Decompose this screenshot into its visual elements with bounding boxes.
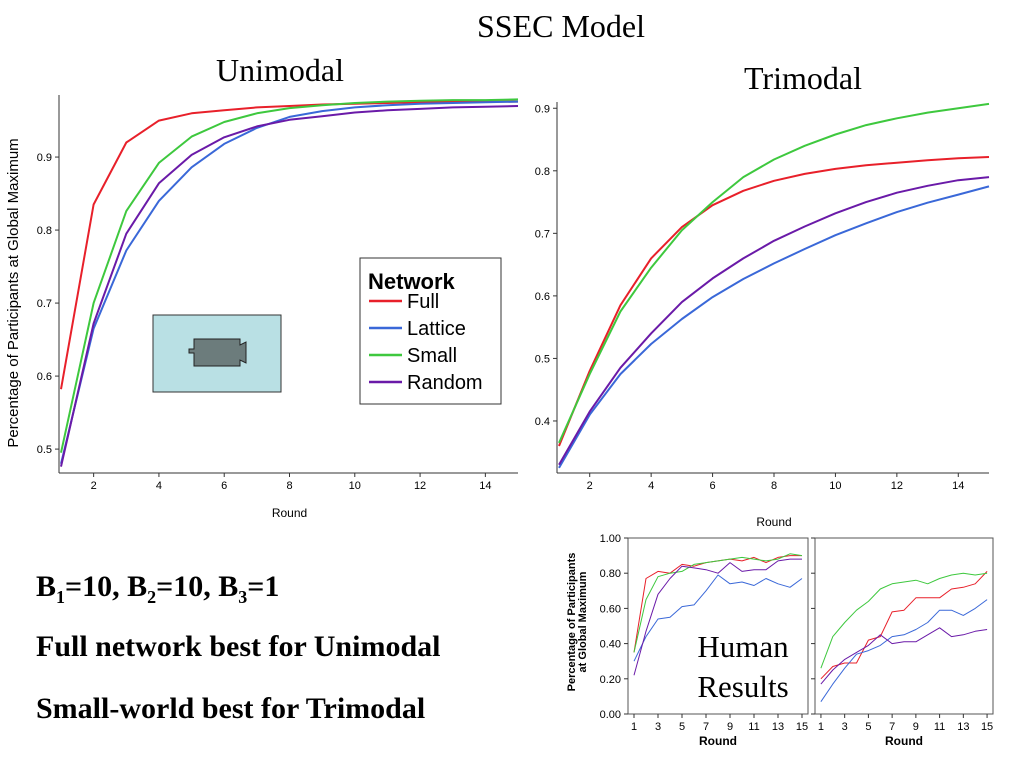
x-tick-label: 7 — [889, 721, 895, 733]
y-tick-label: 0.60 — [600, 603, 621, 615]
series-line-lattice — [558, 185, 990, 469]
y-tick-label: 0.20 — [600, 674, 621, 686]
x-tick-label: 13 — [772, 721, 784, 733]
trimodal-chart: 2 4 6 8 10 12 14 0.4 0.5 0.6 0.7 0.8 0.9 Round — [535, 102, 990, 529]
x-tick-label: 4 — [648, 480, 654, 492]
legend-label-random: Random — [407, 372, 483, 394]
x-tick-label: 7 — [703, 721, 709, 733]
human-unimodal-chart: 1 3 5 7 9 11 13 150.000.200.400.600.801.00Round… — [566, 533, 809, 748]
series-line-small — [558, 102, 990, 444]
plot-frame — [627, 537, 809, 715]
y-tick-label: 0.5 — [535, 353, 550, 365]
series-line-lattice — [60, 100, 519, 464]
y-tick-label: 0.8 — [535, 166, 550, 178]
y-axis-label: at Global Maximum — [577, 571, 589, 672]
series-line-random — [558, 176, 990, 466]
legend-title: Network — [368, 269, 456, 294]
legend-label-small: Small — [407, 345, 457, 367]
x-tick-label: 11 — [748, 721, 759, 733]
series-line-full — [558, 156, 990, 447]
x-tick-label: 4 — [156, 480, 162, 492]
x-tick-label: 13 — [957, 721, 969, 733]
video-placeholder[interactable] — [152, 314, 282, 393]
unimodal-chart: 2 4 6 8 10 12 14 0.5 0.6 0.7 0.8 0.9 Round Percentage… — [5, 95, 519, 520]
human-results-label: Human Results — [697, 629, 789, 704]
y-tick-label: 0.00 — [600, 709, 621, 721]
x-axis-label: Round — [885, 734, 923, 748]
x-tick-label: 8 — [771, 480, 777, 492]
x-tick-label: 6 — [221, 480, 227, 492]
series-line-small — [820, 572, 988, 669]
series-line-small — [633, 553, 803, 653]
plot-frame — [814, 537, 994, 715]
series-line-random — [820, 627, 988, 685]
series-line-full — [60, 100, 518, 390]
x-tick-label: 10 — [349, 480, 361, 492]
x-tick-label: 9 — [913, 721, 919, 733]
finding-unimodal: Full network best for Unimodal — [36, 630, 441, 663]
y-tick-label: 0.9 — [535, 103, 550, 115]
x-tick-label: 2 — [91, 480, 97, 492]
x-tick-label: 3 — [842, 721, 848, 733]
x-tick-label: 15 — [981, 721, 993, 733]
series-line-lattice — [633, 574, 803, 662]
x-tick-label: 14 — [952, 480, 964, 492]
slide-title: SSEC Model — [476, 8, 646, 44]
series-line-random — [633, 558, 802, 676]
trimodal-title: Trimodal — [744, 60, 862, 96]
x-axis-label: Round — [756, 515, 791, 529]
x-tick-label: 12 — [414, 480, 426, 492]
x-tick-label: 9 — [727, 721, 733, 733]
y-tick-label: 0.9 — [37, 152, 52, 164]
x-tick-label: 5 — [865, 721, 871, 733]
series-line-lattice — [820, 599, 988, 702]
x-axis-label: Round — [699, 734, 737, 748]
y-tick-label: 0.4 — [535, 416, 550, 428]
legend-label-full: Full — [407, 291, 439, 313]
y-axis-label: Percentage of Participants at Global Max… — [5, 138, 22, 447]
x-tick-label: 6 — [710, 480, 716, 492]
video-camera-icon — [188, 338, 247, 367]
y-tick-label: 0.40 — [600, 639, 621, 651]
y-tick-label: 0.80 — [600, 568, 621, 580]
parameters-text: B1=10, B2=10, B3=1 — [36, 570, 280, 607]
x-tick-label: 2 — [587, 480, 593, 492]
unimodal-title: Unimodal — [216, 52, 344, 88]
x-tick-label: 10 — [829, 480, 841, 492]
legend-label-lattice: Lattice — [407, 318, 466, 340]
x-tick-label: 1 — [818, 721, 824, 733]
y-tick-label: 0.6 — [37, 371, 52, 383]
legend: Network Full Lattice Small Random — [359, 257, 502, 405]
y-tick-label: 0.7 — [37, 298, 52, 310]
x-tick-label: 8 — [286, 480, 292, 492]
y-tick-label: 0.5 — [37, 444, 52, 456]
x-tick-label: 11 — [934, 721, 945, 733]
y-tick-label: 0.8 — [37, 225, 52, 237]
x-tick-label: 5 — [679, 721, 685, 733]
finding-trimodal: Small-world best for Trimodal — [36, 692, 426, 725]
x-axis-label: Round — [272, 506, 307, 520]
series-line-small — [60, 98, 519, 453]
x-tick-label: 1 — [631, 721, 637, 733]
y-tick-label: 1.00 — [600, 533, 621, 545]
x-tick-label: 12 — [891, 480, 903, 492]
series-line-random — [60, 105, 519, 467]
series-line-full — [820, 571, 988, 680]
x-tick-label: 15 — [796, 721, 808, 733]
x-tick-label: 3 — [655, 721, 661, 733]
y-tick-label: 0.7 — [535, 228, 550, 240]
y-tick-label: 0.6 — [535, 291, 550, 303]
x-tick-label: 14 — [479, 480, 491, 492]
y-axis-label: Percentage of Participants — [566, 553, 578, 692]
